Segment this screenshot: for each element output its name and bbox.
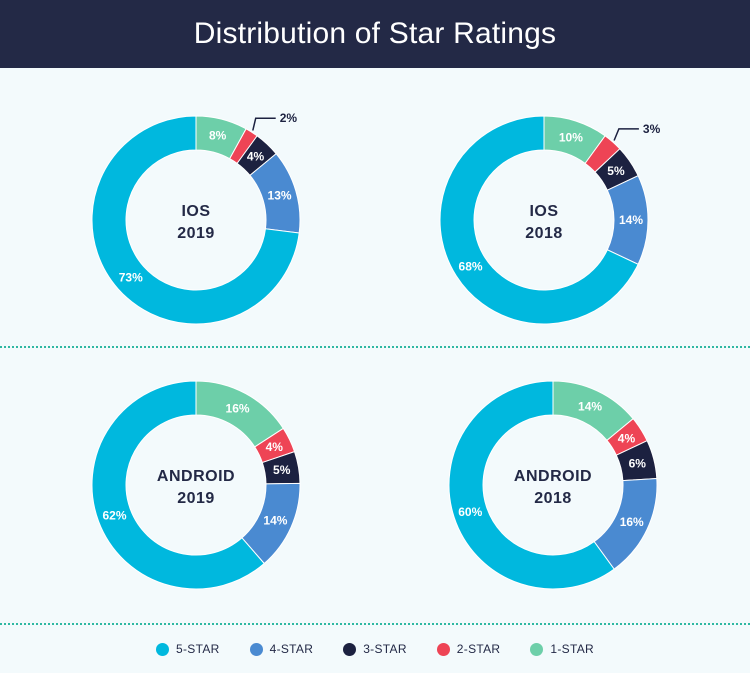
- slice-label-1-star: 16%: [226, 402, 250, 416]
- slice-label-1-star: 8%: [209, 129, 227, 143]
- legend-label-1-star: 1-STAR: [550, 642, 594, 656]
- slice-label-2-star: 3%: [643, 122, 661, 136]
- donut-center-platform: IOS: [529, 203, 558, 220]
- donut-chart-ios-2019: 8% 2% 4% 13% 73% IOS 2019: [91, 111, 301, 325]
- slice-label-4-star: 14%: [619, 213, 643, 227]
- slice-label-3-star: 4%: [247, 150, 265, 164]
- slice-label-4-star: 16%: [620, 515, 644, 529]
- legend-swatch-1-star: [530, 642, 544, 656]
- legend-swatch-4-star: [249, 642, 263, 656]
- slice-label-2-star: 2%: [280, 111, 298, 125]
- row-divider: [0, 346, 750, 348]
- donut-chart-android-2018: 14% 4% 6% 16% 60% ANDROID 2018: [448, 380, 658, 590]
- legend-swatch-2-star: [436, 642, 450, 656]
- slice-5-star: [91, 115, 300, 325]
- legend-item-1-star: 1-STAR: [530, 642, 594, 656]
- donut-center-year: 2018: [525, 225, 563, 242]
- slice-label-1-star: 14%: [578, 399, 602, 413]
- legend-divider: [0, 623, 750, 625]
- slice-5-star: [91, 380, 265, 590]
- legend-label-5-star: 5-STAR: [176, 642, 220, 656]
- donut-center-year: 2019: [177, 490, 215, 507]
- slice-label-2-star: 4%: [618, 431, 636, 445]
- leader-line-2-star: [252, 117, 276, 131]
- slice-label-5-star: 62%: [102, 508, 126, 522]
- slice-label-1-star: 10%: [559, 130, 583, 144]
- legend-label-3-star: 3-STAR: [363, 642, 407, 656]
- slice-5-star: [439, 115, 639, 325]
- legend-item-4-star: 4-STAR: [249, 642, 314, 656]
- leader-line-2-star: [613, 128, 639, 141]
- slice-label-4-star: 13%: [268, 189, 292, 203]
- slice-label-3-star: 5%: [273, 463, 291, 477]
- slice-label-5-star: 68%: [459, 260, 483, 274]
- legend-swatch-5-star: [156, 642, 170, 656]
- slice-label-5-star: 60%: [458, 505, 482, 519]
- slice-label-2-star: 4%: [266, 440, 284, 454]
- donut-center-platform: IOS: [181, 203, 210, 220]
- legend-item-2-star: 2-STAR: [436, 642, 501, 656]
- donut-center-year: 2019: [177, 225, 215, 242]
- donut-center-platform: ANDROID: [157, 468, 235, 485]
- chart-header: Distribution of Star Ratings: [0, 0, 750, 68]
- donut-chart-android-2019: 16% 4% 5% 14% 62% ANDROID 2019: [91, 380, 301, 590]
- donut-center-platform: ANDROID: [514, 468, 592, 485]
- legend: 5-STAR 4-STAR 3-STAR 2-STAR 1-STAR: [0, 638, 750, 660]
- legend-item-5-star: 5-STAR: [156, 642, 220, 656]
- legend-label-2-star: 2-STAR: [456, 642, 501, 656]
- slice-label-5-star: 73%: [119, 271, 143, 285]
- legend-label-4-star: 4-STAR: [269, 642, 314, 656]
- legend-item-3-star: 3-STAR: [343, 642, 407, 656]
- slice-label-3-star: 6%: [629, 456, 647, 470]
- legend-swatch-3-star: [343, 642, 357, 656]
- slice-label-4-star: 14%: [263, 513, 287, 527]
- slice-label-3-star: 5%: [607, 164, 625, 178]
- donut-center-year: 2018: [534, 490, 572, 507]
- chart-title: Distribution of Star Ratings: [193, 17, 557, 50]
- donut-chart-ios-2018: 10% 3% 5% 14% 68% IOS 2018: [439, 115, 661, 325]
- slice-5-star: [448, 380, 615, 590]
